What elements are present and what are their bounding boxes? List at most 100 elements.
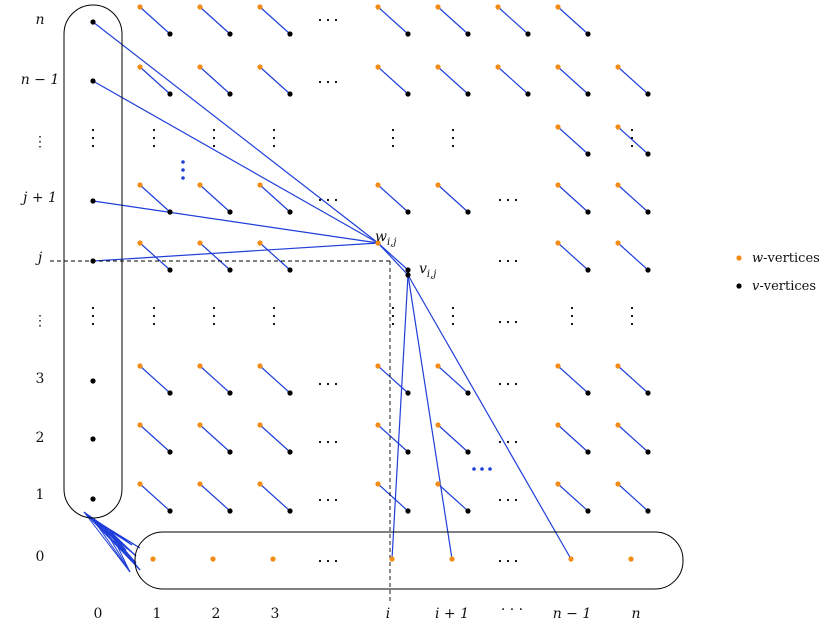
pair-edge-r1-cn: [617, 483, 649, 512]
pair-edge-rn1-c6: [497, 66, 529, 95]
vdots-blue-left-2: [181, 176, 185, 180]
edge-w-ij-to-v-ij: [377, 242, 409, 276]
v-vertex-r1-c3: [287, 508, 293, 514]
vdots-upper-0-2: [91, 144, 95, 148]
row0-vertex-3: [270, 556, 276, 562]
vdots-lower-5-1: [451, 314, 455, 318]
pair-edge-r1-cip1: [437, 483, 469, 512]
pair-edge-r1-cn1: [557, 483, 589, 512]
w-vertex-rj1-c3: [257, 182, 263, 188]
vdots-lower-5-2: [451, 322, 455, 326]
w-vertex-ij: [375, 240, 381, 246]
v-ij-label: vi,j: [419, 261, 436, 280]
v-vertex-rn-cip1: [465, 31, 471, 37]
vdots-lower-3-1: [272, 314, 276, 318]
hdots-r3-0: [318, 382, 322, 386]
hdots-r3-2: [334, 382, 338, 386]
hdots-rn1-2: [334, 80, 338, 84]
hdots-r3-right-2: [514, 382, 518, 386]
corner-edge-6-6: [109, 530, 131, 573]
hdots-rn-0: [318, 18, 322, 22]
vdots-upper-2-2: [212, 144, 216, 148]
v-vertex-rj1-c2: [227, 209, 233, 215]
v-vertex-ij: [405, 272, 411, 278]
w-vertex-rn-cip1: [435, 4, 441, 10]
x-tick-i: i: [386, 606, 390, 622]
v-vertex-rn1-c1: [167, 91, 173, 97]
edge-v-ij-to-row0-0: [391, 274, 409, 560]
hdots-blue-right-1: [480, 467, 484, 471]
pair-edge-r2-cip1: [437, 424, 469, 453]
vdots-upper-5-0: [451, 128, 455, 132]
w-vertex-rj1-ci: [375, 182, 381, 188]
y-tick-vdots-lower: ⋮: [33, 313, 47, 329]
vdots-lower-1-0: [152, 306, 156, 310]
v-vertex-rj-c1: [167, 267, 173, 273]
vdots-lower-4-0: [391, 306, 395, 310]
y-tick-0: 0: [36, 549, 45, 565]
pair-edge-rj-c2: [199, 242, 231, 271]
w-vertex-r3-ci: [375, 363, 381, 369]
pair-edge-r3-cn: [617, 365, 649, 394]
vdots-lower-7-1: [630, 314, 634, 318]
pair-edge-rj-c3: [259, 242, 291, 271]
pair-edge-rn-c6: [497, 6, 529, 35]
v-vertex-rj-c2: [227, 267, 233, 273]
w-vertex-r2-cip1: [435, 422, 441, 428]
hdots-rn-1: [326, 18, 330, 22]
pair-edge-r3-cn1: [557, 365, 589, 394]
w-vertex-r3-cn1: [555, 363, 561, 369]
v-vertex-r2-cn1: [585, 449, 591, 455]
pair-edge-rn-ci: [377, 6, 409, 35]
hdots-r0-1: [326, 559, 330, 563]
v-vertex-r2-c1: [167, 449, 173, 455]
row0-vertex-1: [150, 556, 156, 562]
vdots-lower-5-0: [451, 306, 455, 310]
w-ij-label-sub: i,j: [387, 237, 396, 248]
x-tick-n: n: [631, 606, 640, 622]
w-vertex-r1-c1: [137, 481, 143, 487]
hdots-r0-right-2: [514, 559, 518, 563]
edge-col0-to-w-ij-3: [92, 242, 379, 262]
pair-edge-rj1-ci: [377, 184, 409, 213]
w-vertex-r2-cn1: [555, 422, 561, 428]
v-vertex-rn1-cn1: [585, 91, 591, 97]
hdots-r1-0: [318, 498, 322, 502]
corner-edge-2-6: [92, 518, 131, 573]
pair-edge-rj1-cip1: [437, 184, 469, 213]
pair-edge-r2-c2: [199, 424, 231, 453]
w-vertex-rn1-c1: [137, 64, 143, 70]
y-tick-2: 2: [36, 430, 45, 446]
hdots-rj1-right-0: [498, 198, 502, 202]
pair-edge-rn1-c1: [139, 66, 171, 95]
v-vertex-r2-c3: [287, 449, 293, 455]
hdots-rn1-1: [326, 80, 330, 84]
vdots-upper-1-1: [152, 136, 156, 140]
v-vertex-r2-c2: [227, 449, 233, 455]
hdots-r1-2: [334, 498, 338, 502]
hdots-r1-right-1: [506, 498, 510, 502]
v-ij-label-main: v: [419, 261, 427, 277]
v-ij-label-sub: i,j: [427, 269, 436, 280]
vdots-lower-2-2: [212, 322, 216, 326]
corner-edge-6-4: [109, 530, 133, 546]
w-vertex-r1-cip1: [435, 481, 441, 487]
x-tick-3: 3: [271, 606, 280, 622]
vdots-upper-4-1: [391, 136, 395, 140]
hdots-r2-right-1: [506, 440, 510, 444]
pair-edge-rj1-c2: [199, 184, 231, 213]
hdots-rj-right-0: [498, 259, 502, 263]
vdots-upper-3-2: [272, 144, 276, 148]
v-vertex-rj1-c3: [287, 209, 293, 215]
w-vertex-rn-c3: [257, 4, 263, 10]
v-vertex-r3-cn1: [585, 390, 591, 396]
edge-col0-to-w-ij-0: [92, 21, 379, 244]
v-vertex-rj1-ci: [405, 209, 411, 215]
pair-edge-r2-ci: [377, 424, 409, 453]
vdots-lower-1-1: [152, 314, 156, 318]
w-vertex-r3-c2: [197, 363, 203, 369]
pair-edge-rj1-cn1: [557, 184, 589, 213]
edge-col0-to-w-ij-2: [92, 200, 379, 244]
v-vertex-rj1-c1: [167, 209, 173, 215]
y-tick-j-plus-1: j + 1: [20, 190, 57, 206]
